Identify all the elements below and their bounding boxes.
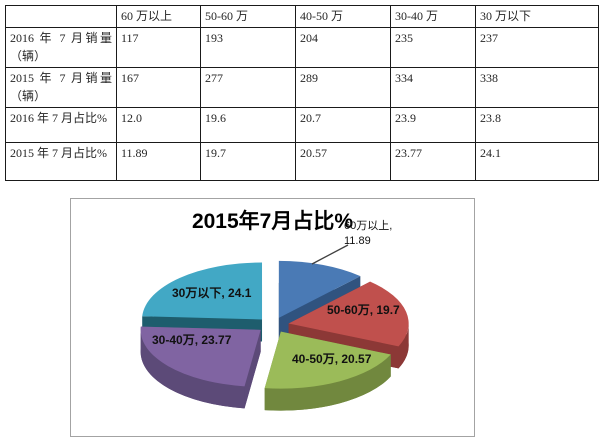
value-cell: 19.7 (200, 141, 296, 181)
value-cell: 23.77 (390, 141, 476, 181)
value-cell: 167 (116, 67, 201, 108)
pie-chart-canvas (140, 244, 409, 411)
leader-line (311, 244, 349, 265)
header-cell-30-40: 30-40 万 (390, 4, 476, 29)
table-row: 2016 年 7 月占比% 12.0 19.6 20.7 23.9 23.8 (5, 106, 599, 143)
value-cell: 204 (295, 27, 391, 69)
pie-label-30-40: 30-40万, 23.77 (152, 333, 232, 347)
pie-slice-rim (140, 329, 245, 409)
pie-label-50-60: 50-60万, 19.7 (327, 303, 400, 317)
pie-label-30below: 30万以下, 24.1 (172, 286, 252, 300)
header-cell-50-60: 50-60 万 (200, 4, 296, 29)
value-cell: 277 (200, 67, 296, 108)
sales-table: 60 万以上 50-60 万 40-50 万 30-40 万 30 万以下 20… (5, 4, 599, 181)
value-cell: 23.8 (475, 106, 599, 143)
value-cell: 235 (390, 27, 476, 69)
pie-slice-rim (264, 354, 391, 411)
value-cell: 20.7 (295, 106, 391, 143)
header-cell-30below: 30 万以下 (475, 4, 599, 29)
pie-slice-top (288, 281, 409, 347)
row-label-cell: 2016 年 7 月销量（辆） (5, 27, 117, 69)
row-label-cell: 2015 年 7 月销量（辆） (5, 67, 117, 108)
value-cell: 12.0 (116, 106, 201, 143)
pie-label-60plus: 60万以上, 11.89 (344, 220, 393, 247)
pie-slice-top (142, 262, 263, 320)
header-cell-40-50: 40-50 万 (295, 4, 391, 29)
value-cell: 334 (390, 67, 476, 108)
table-row: 2015 年 7 月占比% 11.89 19.7 20.57 23.77 24.… (5, 141, 599, 181)
value-cell: 193 (200, 27, 296, 69)
value-cell: 237 (475, 27, 599, 69)
pie-slice-top (264, 331, 391, 389)
pie-chart-panel: 2015年7月占比% 60万以上, 11.89 50-60万, 19.7 40-… (70, 198, 475, 437)
value-cell: 24.1 (475, 141, 599, 181)
row-label-cell: 2015 年 7 月占比% (5, 141, 117, 181)
value-cell: 289 (295, 67, 391, 108)
table-row: 2016 年 7 月销量（辆） 117 193 204 235 237 (5, 27, 599, 69)
value-cell: 23.9 (390, 106, 476, 143)
value-cell: 20.57 (295, 141, 391, 181)
pie-label-40-50: 40-50万, 20.57 (292, 352, 372, 366)
value-cell: 117 (116, 27, 201, 69)
pie-slice-rim (398, 323, 409, 369)
header-cell-60plus: 60 万以上 (116, 4, 201, 29)
header-cell-empty (5, 4, 117, 29)
pie-slice-top (140, 326, 261, 387)
value-cell: 11.89 (116, 141, 201, 181)
table-header-row: 60 万以上 50-60 万 40-50 万 30-40 万 30 万以下 (5, 4, 599, 29)
value-cell: 338 (475, 67, 599, 108)
value-cell: 19.6 (200, 106, 296, 143)
pie-slice-top (278, 260, 361, 318)
table-row: 2015 年 7 月销量（辆） 167 277 289 334 338 (5, 67, 599, 108)
row-label-cell: 2016 年 7 月占比% (5, 106, 117, 143)
